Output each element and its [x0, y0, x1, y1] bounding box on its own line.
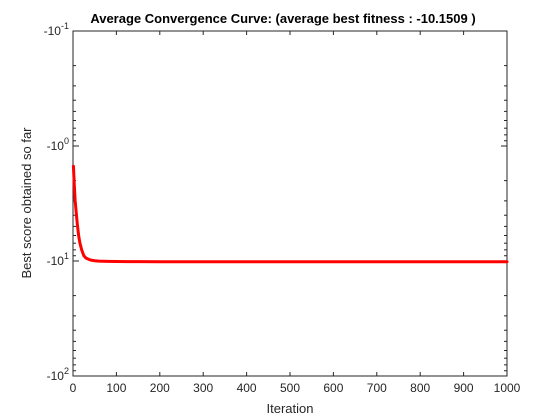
x-tick-label: 900 — [454, 381, 474, 395]
x-tick-label: 700 — [367, 381, 387, 395]
series-layer — [71, 164, 509, 264]
y-tick-base: -10 — [44, 24, 62, 38]
convergence-curve — [71, 164, 509, 264]
x-tick-label: 100 — [106, 381, 126, 395]
y-tick-exponent: 2 — [64, 366, 69, 376]
y-tick-base: -10 — [47, 254, 65, 268]
y-tick-label: -101 — [47, 251, 69, 268]
y-tick-base: -10 — [47, 139, 65, 153]
x-tick-label: 1000 — [494, 381, 521, 395]
x-axis-label: Iteration — [267, 401, 314, 416]
y-tick-exponent: -1 — [61, 21, 69, 31]
x-tick-label: 600 — [323, 381, 343, 395]
y-tick-base: -10 — [47, 369, 65, 383]
x-tick-label: 500 — [280, 381, 300, 395]
y-tick-exponent: 0 — [64, 136, 69, 146]
x-tick-label: 300 — [193, 381, 213, 395]
y-tick-exponent: 1 — [64, 251, 69, 261]
chart-title: Average Convergence Curve: (average best… — [90, 11, 475, 26]
x-tick-label: 200 — [150, 381, 170, 395]
plot-area — [72, 30, 508, 377]
y-axis-label: Best score obtained so far — [19, 127, 34, 279]
x-tick-label: 400 — [237, 381, 257, 395]
axis-ticks: 0 100 200 300 400 500 600 700 800 900 1000-10-1-10… — [44, 21, 521, 395]
x-tick-label: 800 — [410, 381, 430, 395]
y-tick-label: -100 — [47, 136, 69, 153]
y-tick-label: -10-1 — [44, 21, 69, 38]
x-tick-label: 0 — [70, 381, 77, 395]
y-tick-label: -102 — [47, 366, 69, 383]
